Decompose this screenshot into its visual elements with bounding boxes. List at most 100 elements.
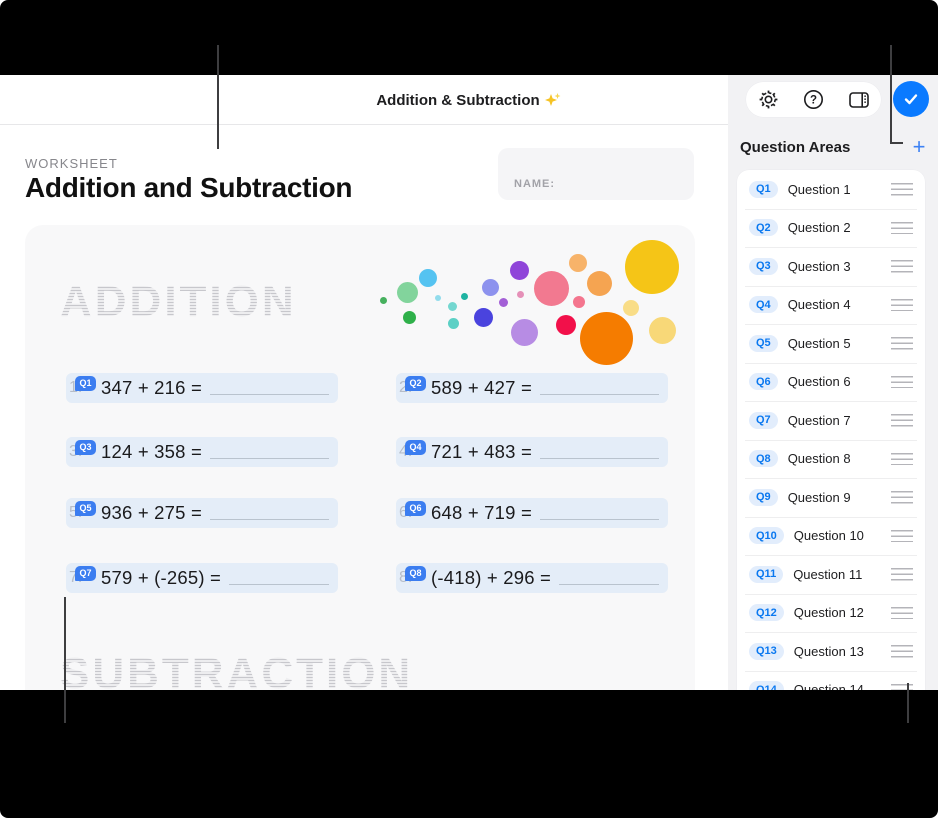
question-list-item[interactable]: Q7 Question 7	[737, 401, 925, 440]
bubble	[579, 311, 633, 365]
question-areas-sidebar: ?	[728, 75, 938, 690]
toggle-panel-button[interactable]	[847, 88, 871, 112]
question-badge: Q14	[749, 681, 784, 690]
answer-blank[interactable]	[209, 379, 329, 395]
settings-button[interactable]	[757, 88, 781, 112]
question-list-item[interactable]: Q10 Question 10	[737, 516, 925, 556]
drag-handle-icon[interactable]	[891, 414, 913, 427]
question-label: Question 9	[787, 489, 851, 505]
gear-icon	[758, 89, 779, 110]
question-badge: Q8	[405, 565, 427, 581]
question-badge: Q3	[75, 439, 97, 455]
drag-handle-icon[interactable]	[891, 645, 913, 658]
question-list-item[interactable]: Q1 Question 1	[737, 170, 925, 209]
question-areas-title: Question Areas	[740, 138, 851, 156]
answer-blank[interactable]	[539, 443, 659, 459]
question-list-item[interactable]: Q11 Question 11	[737, 555, 925, 594]
question-list-item[interactable]: Q9 Question 9	[737, 478, 925, 517]
question-areas-header: Question Areas +	[740, 134, 930, 159]
drag-handle-icon[interactable]	[891, 491, 913, 504]
question-badge: Q8	[749, 450, 778, 468]
problem-expression: 589 + 427 =	[431, 377, 532, 398]
question-list-item[interactable]: Q2 Question 2	[737, 208, 925, 248]
answer-blank[interactable]	[539, 504, 659, 520]
question-list-item[interactable]: Q5 Question 5	[737, 324, 925, 363]
question-badge: Q3	[749, 257, 778, 275]
bubble	[481, 278, 499, 296]
question-list-item[interactable]: Q13 Question 13	[737, 632, 925, 671]
drag-handle-icon[interactable]	[891, 568, 913, 581]
question-label: Question 3	[787, 258, 851, 274]
drag-handle-icon[interactable]	[891, 529, 913, 542]
callout-line-worksheet	[217, 45, 219, 149]
question-badge: Q1	[749, 180, 778, 198]
question-list-item[interactable]: Q14 Question 14	[737, 670, 925, 690]
bubble	[533, 270, 569, 306]
question-badge: Q12	[749, 604, 784, 622]
question-label: Question 10	[793, 528, 864, 544]
question-label: Question 7	[787, 412, 851, 428]
bubble	[447, 317, 459, 329]
question-label: Question 14	[793, 682, 864, 690]
bubble	[623, 300, 639, 316]
question-badge: Q7	[749, 411, 778, 429]
question-list-item[interactable]: Q3 Question 3	[737, 247, 925, 286]
help-button[interactable]: ?	[802, 88, 826, 112]
bubble	[379, 296, 387, 304]
callout-line-add-button-hook	[890, 142, 903, 144]
drag-handle-icon[interactable]	[891, 683, 913, 690]
section-heading-addition: ADDITION	[60, 277, 297, 326]
add-question-area-button[interactable]: +	[912, 134, 926, 159]
drag-handle-icon[interactable]	[891, 606, 913, 619]
drag-handle-icon[interactable]	[891, 260, 913, 273]
question-list-item[interactable]: Q4 Question 4	[737, 285, 925, 325]
drag-handle-icon[interactable]	[891, 375, 913, 388]
answer-blank[interactable]	[229, 569, 329, 585]
question-badge: Q2	[405, 375, 427, 391]
drag-handle-icon[interactable]	[891, 337, 913, 350]
answer-blank[interactable]	[209, 504, 329, 520]
bubble	[625, 240, 679, 294]
problem-expression: 936 + 275 =	[101, 502, 202, 523]
question-badge: Q5	[749, 334, 778, 352]
drag-handle-icon[interactable]	[891, 298, 913, 311]
question-list-item[interactable]: Q6 Question 6	[737, 362, 925, 402]
problem-expression: 579 + (-265) =	[101, 567, 222, 588]
question-label: Question 2	[787, 220, 851, 236]
question-badge: Q5	[75, 500, 97, 516]
question-badge: Q6	[405, 500, 427, 516]
answer-blank[interactable]	[209, 443, 329, 459]
section-heading-subtraction: SUBTRACTION	[60, 649, 413, 690]
drag-handle-icon[interactable]	[891, 183, 913, 196]
question-badge: Q10	[749, 527, 784, 545]
problem-expression: 721 + 483 =	[431, 441, 532, 462]
question-badge: Q1	[75, 375, 97, 391]
callout-line-question-area	[64, 597, 66, 723]
checkmark-icon	[901, 89, 921, 109]
question-list-item[interactable]: Q12 Question 12	[737, 593, 925, 633]
main-toolbar	[0, 75, 728, 125]
question-list-item[interactable]: Q8 Question 8	[737, 439, 925, 479]
name-field[interactable]: NAME:	[498, 148, 694, 200]
app-window: Addition & Subtraction WORKSHEET Additio…	[0, 75, 938, 690]
answer-blank[interactable]	[559, 569, 659, 585]
question-label: Question 8	[787, 451, 851, 467]
question-area-highlight[interactable]: 8.Q8(-418) + 296 =	[396, 563, 668, 593]
bubble	[510, 318, 538, 346]
answer-blank[interactable]	[539, 379, 659, 395]
question-badge: Q4	[405, 439, 427, 455]
question-badge: Q2	[749, 219, 778, 237]
callout-line-drag-handle	[907, 683, 909, 723]
bubble	[586, 270, 612, 296]
drag-handle-icon[interactable]	[891, 452, 913, 465]
drag-handle-icon[interactable]	[891, 221, 913, 234]
done-button[interactable]	[893, 81, 929, 117]
